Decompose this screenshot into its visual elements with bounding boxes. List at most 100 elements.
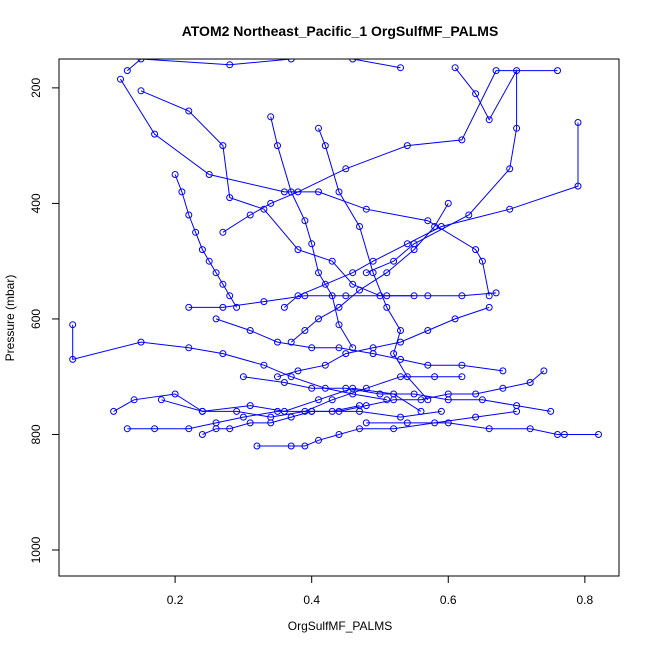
data-point bbox=[403, 419, 411, 427]
data-point bbox=[137, 338, 145, 346]
data-point bbox=[239, 373, 247, 381]
data-point bbox=[185, 107, 193, 115]
data-point bbox=[328, 396, 336, 404]
series-line bbox=[338, 370, 545, 412]
data-point bbox=[280, 188, 288, 196]
data-point bbox=[130, 396, 138, 404]
series-7 bbox=[171, 171, 241, 311]
data-point bbox=[267, 199, 275, 207]
x-tick-label: 0.8 bbox=[577, 593, 594, 607]
series-line bbox=[366, 67, 518, 274]
data-point bbox=[274, 373, 281, 381]
series-line bbox=[257, 410, 517, 447]
data-point bbox=[472, 90, 480, 98]
data-point bbox=[383, 269, 391, 277]
data-point bbox=[335, 431, 343, 438]
data-point bbox=[485, 303, 493, 311]
data-point bbox=[465, 211, 473, 219]
data-point bbox=[287, 373, 295, 381]
y-tick-label: 600 bbox=[29, 309, 43, 329]
data-point bbox=[315, 269, 322, 277]
data-point bbox=[431, 223, 439, 230]
data-point bbox=[451, 315, 459, 323]
series-line bbox=[366, 422, 599, 435]
data-point bbox=[397, 338, 404, 346]
data-point bbox=[403, 240, 411, 248]
data-point bbox=[390, 350, 398, 358]
data-point bbox=[69, 355, 77, 363]
data-point bbox=[274, 407, 281, 415]
data-point bbox=[349, 384, 357, 392]
data-point bbox=[349, 269, 357, 277]
series-14 bbox=[239, 373, 555, 415]
data-point bbox=[260, 298, 268, 306]
data-point bbox=[499, 384, 507, 392]
data-point bbox=[485, 292, 493, 300]
data-point bbox=[219, 350, 227, 358]
data-point bbox=[226, 61, 234, 69]
data-point bbox=[308, 240, 316, 248]
y-tick-label: 200 bbox=[29, 78, 43, 98]
data-point bbox=[526, 425, 534, 433]
data-point bbox=[342, 292, 350, 300]
data-point bbox=[212, 269, 220, 277]
data-point bbox=[137, 87, 145, 95]
series-19 bbox=[287, 199, 452, 346]
series-line bbox=[161, 376, 462, 418]
data-point bbox=[574, 182, 582, 190]
data-point bbox=[308, 384, 316, 392]
data-point bbox=[226, 292, 234, 300]
x-tick-label: 0.6 bbox=[440, 593, 457, 607]
data-point bbox=[315, 124, 322, 132]
data-point bbox=[547, 407, 555, 415]
data-point bbox=[212, 425, 220, 433]
data-point bbox=[315, 188, 322, 196]
data-point bbox=[321, 361, 329, 369]
data-point bbox=[301, 407, 309, 415]
data-point bbox=[151, 425, 159, 433]
chart-title: ATOM2 Northeast_Pacific_1 OrgSulfMF_PALM… bbox=[182, 23, 499, 39]
data-point bbox=[397, 327, 404, 334]
data-point bbox=[349, 280, 357, 288]
data-point bbox=[294, 292, 302, 300]
data-point bbox=[171, 171, 179, 178]
data-point bbox=[280, 379, 288, 386]
data-point bbox=[301, 327, 309, 334]
data-point bbox=[137, 59, 145, 63]
data-point bbox=[472, 390, 480, 398]
data-point bbox=[506, 205, 514, 213]
x-axis-label: OrgSulfMF_PALMS bbox=[288, 619, 392, 633]
data-point bbox=[185, 344, 193, 352]
series-line bbox=[202, 405, 360, 435]
data-point bbox=[369, 344, 377, 352]
series-17 bbox=[315, 124, 432, 404]
data-point bbox=[192, 228, 200, 236]
series-1 bbox=[123, 59, 404, 75]
data-point bbox=[287, 59, 295, 63]
data-point bbox=[151, 130, 159, 138]
data-point bbox=[315, 396, 322, 404]
series-line bbox=[127, 410, 442, 430]
series-4 bbox=[362, 64, 521, 277]
data-point bbox=[157, 396, 165, 404]
data-point bbox=[198, 246, 206, 254]
data-point bbox=[219, 228, 227, 236]
data-point bbox=[383, 396, 391, 404]
data-point bbox=[478, 257, 486, 265]
data-point bbox=[540, 367, 548, 375]
data-point bbox=[424, 396, 432, 404]
data-point bbox=[424, 292, 432, 300]
data-point bbox=[574, 119, 582, 126]
data-point bbox=[478, 396, 486, 404]
data-point bbox=[424, 361, 432, 369]
data-point bbox=[376, 390, 384, 398]
data-point bbox=[397, 64, 404, 72]
data-point bbox=[212, 315, 220, 323]
y-tick-label: 400 bbox=[29, 193, 43, 213]
data-point bbox=[328, 257, 336, 265]
data-point bbox=[349, 59, 357, 63]
series-line bbox=[222, 70, 558, 233]
data-point bbox=[219, 142, 227, 150]
data-point bbox=[198, 407, 206, 415]
